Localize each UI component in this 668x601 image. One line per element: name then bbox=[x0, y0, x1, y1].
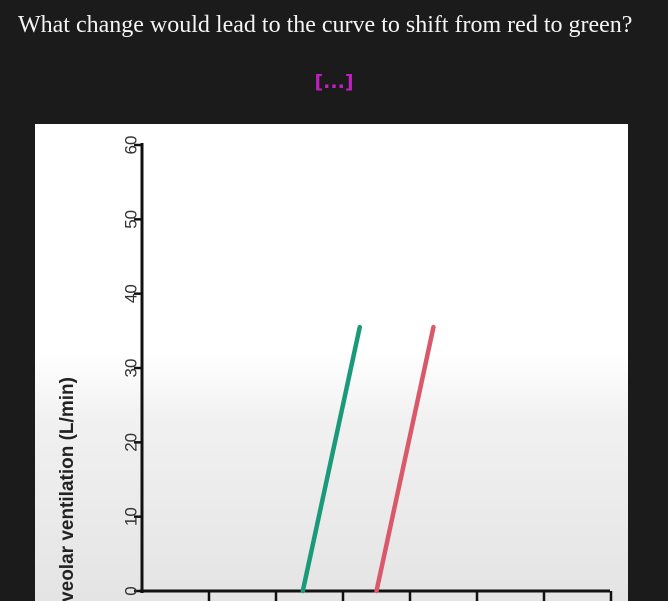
y-tick-label: 10 bbox=[122, 507, 141, 526]
alveolar-ventilation-chart: 0 10 20 30 40 50 60 Alveolar ventilation (L/min… bbox=[57, 136, 613, 601]
green-curve bbox=[300, 324, 362, 594]
y-tick-label: 20 bbox=[122, 433, 141, 452]
y-tick-label: 30 bbox=[122, 359, 141, 378]
y-axis-label: Alveolar ventilation (L/min) bbox=[57, 377, 78, 601]
y-tick-label: 40 bbox=[122, 284, 141, 303]
red-curve bbox=[374, 324, 436, 594]
question-text: What change would lead to the curve to s… bbox=[18, 12, 633, 38]
y-tick-label: 0 bbox=[122, 586, 141, 595]
y-tick-label: 50 bbox=[122, 210, 141, 229]
y-tick-label: 60 bbox=[122, 136, 141, 155]
chart-panel: 0 10 20 30 40 50 60 Alveolar ventilation (L/min… bbox=[35, 124, 628, 601]
hidden-content-placeholder[interactable]: [...] bbox=[314, 71, 354, 93]
